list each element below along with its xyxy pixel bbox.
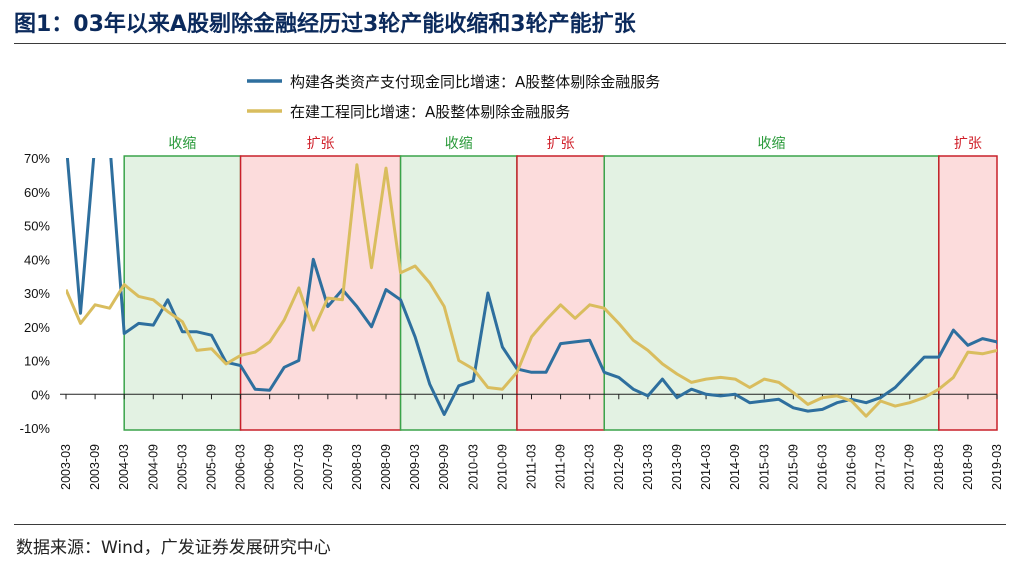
x-tick-label: 2015-09: [786, 444, 800, 490]
series-line-2: [66, 163, 997, 418]
phase-region-1: [123, 155, 242, 431]
x-tick-label: 2004-09: [146, 444, 160, 490]
phase-region-2: [239, 155, 402, 431]
source-note: 数据来源：Wind，广发证券发展研究中心: [16, 538, 331, 558]
y-tick-label: 50%: [24, 219, 50, 234]
series-line-1: [66, 158, 997, 416]
x-tick-label: 2007-03: [292, 444, 306, 490]
x-tick-label: 2012-03: [583, 444, 597, 490]
x-tick-label: 2006-03: [234, 444, 248, 490]
x-tick-label: 2014-09: [728, 444, 742, 490]
y-tick-label: 20%: [24, 320, 50, 335]
phase-label-5: 收缩: [758, 136, 786, 152]
x-tick-label: 2009-09: [437, 444, 451, 490]
chart-title: 图1：03年以来A股剔除金融经历过3轮产能收缩和3轮产能扩张: [14, 12, 636, 37]
x-tick-label: 2005-09: [204, 444, 218, 490]
y-tick-label: 0%: [31, 387, 50, 402]
x-tick-label: 2014-03: [699, 444, 713, 490]
x-tick-label: 2015-03: [757, 444, 771, 490]
x-tick-label: 2009-03: [408, 444, 422, 490]
x-tick-label: 2008-09: [379, 444, 393, 490]
x-tick-label: 2016-09: [845, 444, 859, 490]
y-tick-label: 30%: [24, 286, 50, 301]
y-tick-label: -10%: [20, 421, 51, 436]
x-tick-label: 2013-03: [641, 444, 655, 490]
x-tick-label: 2005-03: [175, 444, 189, 490]
axes: -10% 0% 10% 20% 30% 40% 50% 60% 70% 2003-03 2003-0…: [20, 151, 1004, 490]
phase-region-6: [938, 155, 998, 431]
x-tick-label: 2007-09: [321, 444, 335, 490]
x-tick-label: 2011-09: [554, 444, 568, 489]
phase-label-1: 收缩: [168, 136, 196, 152]
legend: 构建各类资产支付现金同比增速：A股整体剔除金融服务 在建工程同比增速：A股整体剔…: [247, 73, 660, 121]
legend-label-series-2: 在建工程同比增速：A股整体剔除金融服务: [290, 103, 570, 121]
phase-label-2: 扩张: [307, 136, 335, 152]
y-tick-label: 40%: [24, 252, 50, 267]
phase-region-4: [516, 155, 605, 431]
x-tick-label: 2010-09: [495, 444, 509, 490]
line-chart: 收缩 扩张 收缩 扩张 收缩 扩张 -10% 0% 10% 20% 30% 40% 50% 60% 70%…: [20, 73, 1004, 490]
legend-label-series-1: 构建各类资产支付现金同比增速：A股整体剔除金融服务: [290, 73, 660, 91]
phase-region-5: [603, 155, 940, 431]
x-tick-label: 2011-03: [525, 444, 539, 489]
title-divider: [14, 43, 1006, 44]
series-lines: [66, 158, 997, 418]
x-tick-label: 2016-03: [815, 444, 829, 490]
y-tick-label: 10%: [24, 354, 50, 369]
phase-label-3: 收缩: [445, 136, 473, 152]
x-tick-label: 2010-03: [466, 444, 480, 490]
x-tick-label: 2012-09: [612, 444, 626, 490]
x-tick-label: 2003-09: [88, 444, 102, 490]
x-tick-label: 2006-09: [263, 444, 277, 490]
phase-label-6: 扩张: [954, 136, 982, 152]
x-tick-label: 2018-03: [932, 444, 946, 490]
y-tick-label: 60%: [24, 185, 50, 200]
x-tick-label: 2019-03: [990, 444, 1004, 490]
source-divider: [14, 524, 1006, 525]
phase-regions: 收缩 扩张 收缩 扩张 收缩 扩张: [123, 136, 998, 431]
x-tick-label: 2004-03: [117, 444, 131, 490]
x-tick-label: 2017-03: [874, 444, 888, 490]
y-tick-label: 70%: [24, 151, 50, 166]
x-tick-label: 2017-09: [903, 444, 917, 490]
phase-label-4: 扩张: [547, 136, 575, 152]
x-tick-label: 2008-03: [350, 444, 364, 490]
x-tick-label: 2018-09: [961, 444, 975, 490]
x-tick-label: 2003-03: [59, 444, 73, 490]
x-tick-label: 2013-09: [670, 444, 684, 490]
